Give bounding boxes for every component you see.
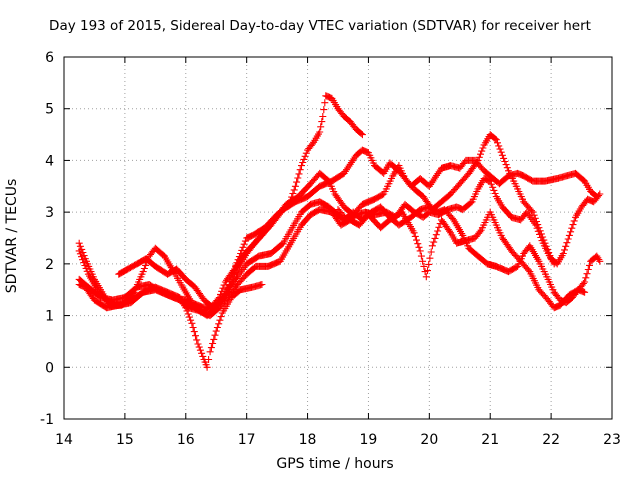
y-tick-label: 6: [45, 50, 54, 66]
y-tick-label: 3: [45, 205, 54, 221]
x-tick-label: 18: [299, 432, 317, 448]
x-tick-label: 19: [360, 432, 378, 448]
plot-frame: [63, 56, 613, 420]
y-tick-label: 1: [45, 309, 54, 325]
y-tick-label: 2: [45, 257, 54, 273]
x-tick-label: 16: [177, 432, 195, 448]
y-tick-labels: -1 0 1 2 3 4 5 6: [40, 50, 54, 428]
x-tick-label: 15: [116, 432, 134, 448]
series-track-5: [75, 206, 589, 320]
data-point-markers: [75, 206, 589, 320]
x-tick-label: 17: [238, 432, 256, 448]
x-tick-label: 20: [420, 432, 438, 448]
x-tick-label: 23: [603, 432, 621, 448]
y-axis-label: SDTVAR / TECUs: [4, 178, 20, 294]
x-axis-label: GPS time / hours: [276, 456, 394, 472]
y-tick-label: 5: [45, 102, 54, 118]
axis-ticks: [63, 56, 613, 420]
x-tick-label: 21: [481, 432, 499, 448]
x-tick-label: 14: [55, 432, 73, 448]
data-points: [75, 92, 604, 371]
y-tick-label: 4: [45, 153, 54, 169]
data-point-markers: [334, 175, 558, 268]
x-tick-label: 22: [542, 432, 560, 448]
chart-title: Day 193 of 2015, Sidereal Day-to-day VTE…: [49, 18, 591, 34]
y-tick-label: 0: [45, 360, 54, 376]
series-track-7: [334, 175, 558, 268]
y-tick-label: -1: [40, 412, 54, 428]
x-tick-labels: 14 15 16 17 18 19 20 21 22 23: [55, 432, 621, 448]
